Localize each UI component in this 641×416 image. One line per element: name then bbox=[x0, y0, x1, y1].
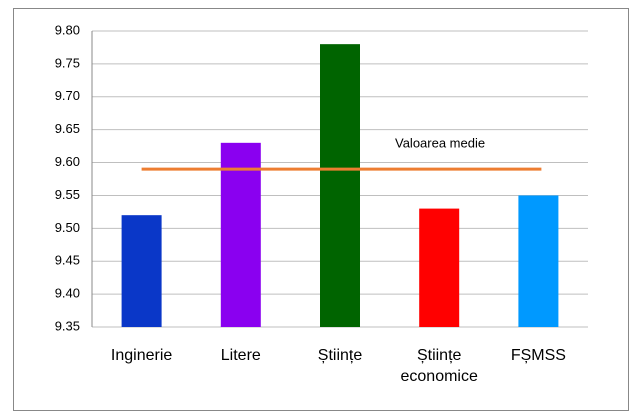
y-tick-label: 9.55 bbox=[55, 187, 80, 202]
y-tick-label: 9.40 bbox=[55, 286, 80, 301]
y-tick-label: 9.65 bbox=[55, 121, 80, 136]
y-tick-label: 9.70 bbox=[55, 88, 80, 103]
bar bbox=[320, 44, 360, 328]
x-tick-label: Științe economice bbox=[400, 347, 478, 385]
y-tick-label: 9.75 bbox=[55, 55, 80, 70]
y-tick-label: 9.45 bbox=[55, 253, 80, 268]
bar bbox=[121, 215, 162, 327]
bar bbox=[518, 195, 559, 327]
x-tick-label: FȘMSS bbox=[510, 347, 566, 364]
y-tick-label: 9.60 bbox=[55, 154, 80, 169]
y-tick-label: 9.35 bbox=[55, 318, 80, 333]
x-tick-label: Litere bbox=[220, 347, 261, 364]
x-tick-label: Științe bbox=[317, 347, 363, 364]
y-tick-label: 9.80 bbox=[55, 22, 80, 37]
bar bbox=[419, 208, 460, 327]
y-tick-label: 9.50 bbox=[55, 220, 80, 235]
bar bbox=[220, 142, 261, 327]
reference-label: Valoarea medie bbox=[395, 136, 485, 151]
x-tick-label: Inginerie bbox=[110, 347, 173, 364]
